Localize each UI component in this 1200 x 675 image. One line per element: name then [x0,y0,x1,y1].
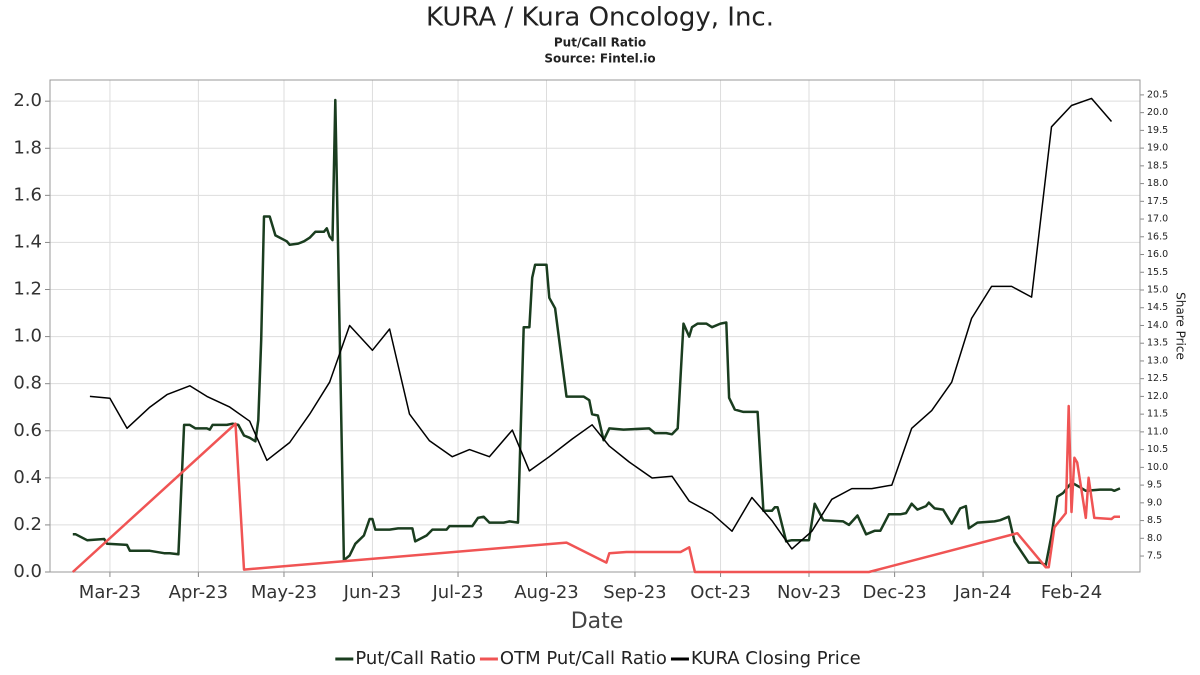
y2-tick-label: 14.0 [1147,320,1168,331]
x-tick-label: Mar-23 [79,582,141,603]
y2-tick-label: 9.0 [1147,497,1162,508]
x-tick-label: May-23 [251,582,317,603]
y2-tick-label: 17.0 [1147,214,1168,225]
y2-tick-label: 17.5 [1147,196,1168,207]
y2-tick-label: 8.5 [1147,515,1162,526]
y-tick-label: 0.0 [13,561,42,582]
y2-axis-title: Share Price [1174,292,1188,360]
chart-title: KURA / Kura Oncology, Inc. [426,3,774,33]
plot-background [50,80,1140,572]
x-tick-label: Oct-23 [690,582,751,603]
x-tick-label: Jan-24 [953,582,1011,603]
y2-tick-label: 11.5 [1147,409,1168,420]
y2-tick-label: 19.0 [1147,143,1168,154]
chart-subtitle: Put/Call Ratio [554,36,646,50]
plot-border [49,79,1141,573]
y-tick-label: 2.0 [13,90,42,111]
y2-tick-label: 20.0 [1147,107,1168,118]
legend-label: OTM Put/Call Ratio [500,648,667,669]
legend-label: KURA Closing Price [691,648,861,669]
y2-tick-label: 12.0 [1147,391,1168,402]
y2-tick-label: 20.5 [1147,89,1168,100]
y-tick-label: 0.2 [13,514,42,535]
x-tick-label: Aug-23 [514,582,579,603]
legend-label: Put/Call Ratio [355,648,476,669]
y-tick-label: 0.6 [13,420,42,441]
x-tick-label: Sep-23 [603,582,666,603]
y2-tick-label: 13.0 [1147,355,1168,366]
y2-tick-label: 14.5 [1147,302,1168,313]
chart-source: Source: Fintel.io [544,52,655,66]
y2-tick-label: 10.0 [1147,462,1168,473]
y-tick-label: 1.2 [13,279,42,300]
y2-tick-label: 9.5 [1147,480,1162,491]
series-line [89,97,1113,550]
x-tick-label: Nov-23 [777,582,841,603]
y2-tick-label: 15.0 [1147,284,1168,295]
x-tick-label: Jul-23 [431,582,483,603]
x-tick-label: Apr-23 [169,582,228,603]
x-tick-label: Dec-23 [862,582,926,603]
y2-tick-label: 15.5 [1147,267,1168,278]
x-tick-label: Jun-23 [343,582,402,603]
y-tick-label: 1.8 [13,137,42,158]
y2-tick-label: 16.5 [1147,231,1168,242]
y2-tick-label: 7.5 [1147,551,1162,562]
series-line [72,98,1121,567]
y-tick-label: 1.4 [13,231,42,252]
y2-tick-label: 13.5 [1147,338,1168,349]
x-tick-label: Feb-24 [1041,582,1102,603]
y-tick-label: 1.6 [13,184,42,205]
y-tick-label: 0.4 [13,467,42,488]
y-tick-label: 1.0 [13,326,42,347]
y2-tick-label: 16.0 [1147,249,1168,260]
y2-tick-label: 18.5 [1147,160,1168,171]
x-axis-title: Date [571,609,624,634]
y-tick-label: 0.8 [13,373,42,394]
y2-tick-label: 11.0 [1147,426,1168,437]
y2-tick-label: 12.5 [1147,373,1168,384]
series-line [71,404,1120,574]
y2-tick-label: 8.0 [1147,533,1162,544]
y2-tick-label: 18.0 [1147,178,1168,189]
legend: Put/Call Ratio OTM Put/Call Ratio KURA Clo… [335,648,861,669]
y2-tick-label: 19.5 [1147,125,1168,136]
y2-tick-label: 10.5 [1147,444,1168,455]
